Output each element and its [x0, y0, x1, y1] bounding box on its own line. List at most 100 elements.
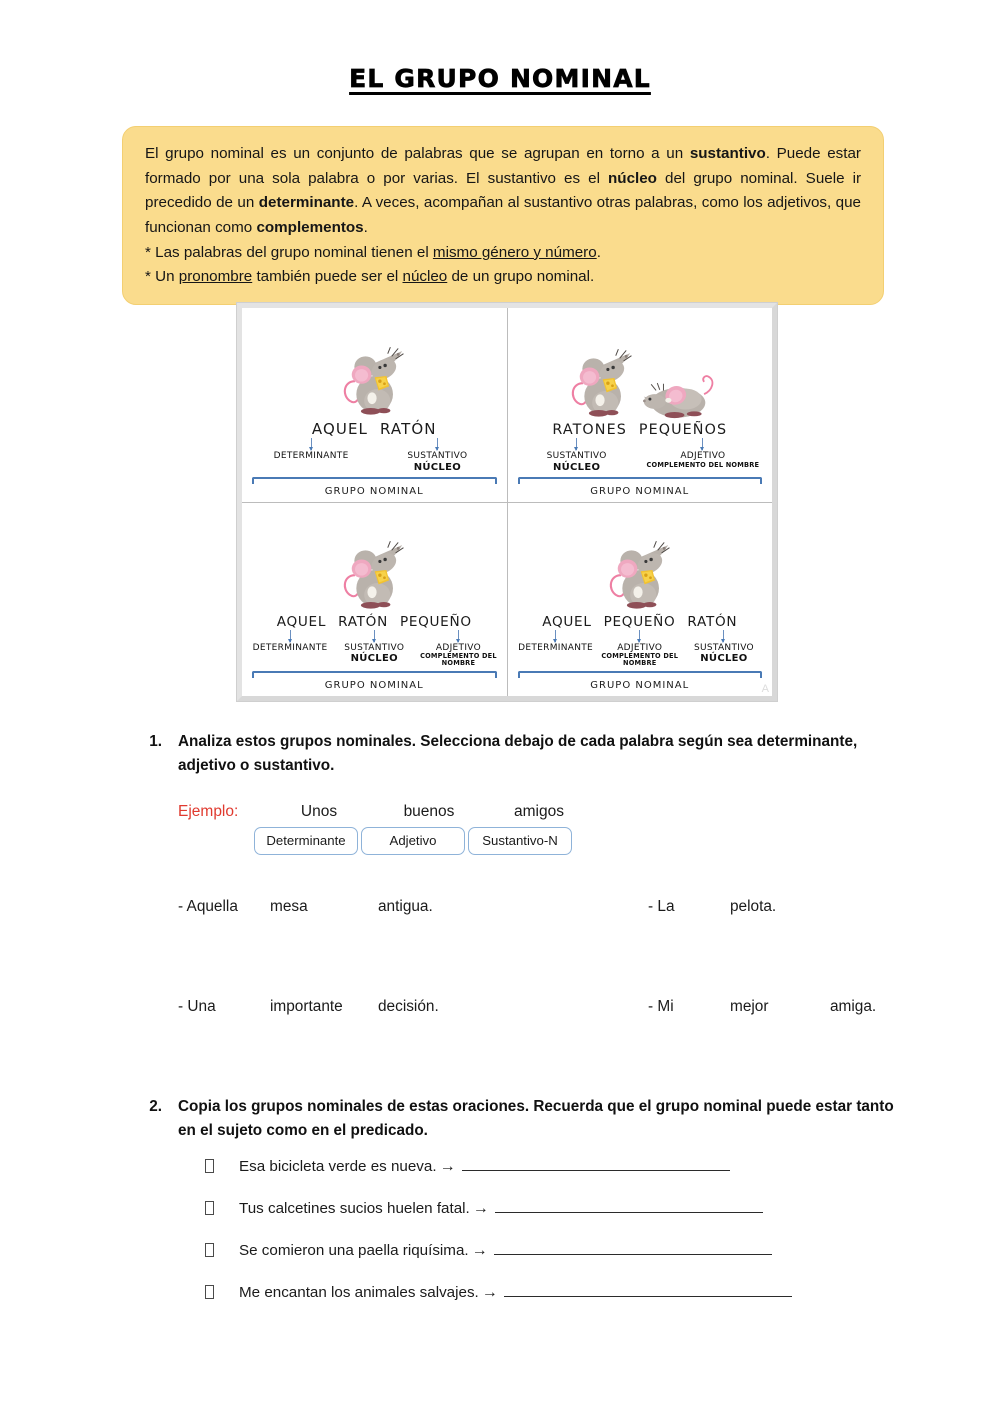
phrase-word-3: PEQUEÑO — [399, 613, 472, 630]
info-box: El grupo nominal es un conjunto de palab… — [122, 126, 884, 305]
grupo-nominal-caption: GRUPO NOMINAL — [590, 485, 690, 497]
exercise-2-sentence-list: Esa bicicleta verde es nueva. → Tus calcet… — [205, 1157, 905, 1325]
exercise-1-instruction: Analiza estos grupos nominales. Seleccio… — [178, 733, 858, 774]
row-1-left-group[interactable]: - Aquella mesa antigua. — [178, 898, 648, 916]
answer-blank[interactable] — [493, 1242, 772, 1255]
label-main: SUSTANTIVO — [546, 451, 607, 462]
row-1-right-group[interactable]: - La pelota. — [648, 898, 938, 916]
example-tag-adjetivo[interactable]: Adjetivo — [361, 827, 465, 855]
sentence-text: Esa bicicleta verde es nueva. — [239, 1158, 437, 1175]
info-box-note-2: * Un pronombre también puede ser el núcl… — [145, 268, 595, 286]
label-main: SUSTANTIVO — [693, 642, 754, 653]
arrow-icon: → — [439, 1158, 456, 1175]
mouse-illustration — [642, 375, 714, 419]
info-box-note-1: * Las palabras del grupo nominal tienen … — [145, 243, 601, 261]
bullet-icon — [205, 1283, 239, 1301]
example-word-1: Unos — [300, 803, 338, 820]
label-arrows — [248, 438, 501, 452]
row-2-right-word-1[interactable]: - Mi — [648, 998, 674, 1015]
function-label-1: DETERMINANTE — [514, 643, 598, 653]
phrase-words: AQUEL PEQUEÑO RATÓN — [514, 614, 767, 630]
label-main: ADJETIVO — [617, 642, 663, 653]
exercise-1-number: 1. — [149, 733, 162, 750]
exercise-1-row-2: - Una importante decisión. - Mi mejor am… — [178, 998, 938, 1016]
mice-row — [248, 503, 501, 614]
answer-blank[interactable] — [503, 1284, 792, 1297]
function-label-2: SUSTANTIVO NÚCLEO — [332, 643, 416, 665]
grupo-nominal-bracket — [517, 671, 762, 678]
phrase-words: RATONES PEQUEÑOS — [514, 422, 767, 438]
function-labels: DETERMINANTE SUSTANTIVO NÚCLEO ADJETIVO COMP… — [248, 643, 501, 669]
example-label: Ejemplo: — [178, 803, 239, 820]
label-nucleo: NÚCLEO — [700, 652, 748, 664]
phrase-word-2: RATÓN — [380, 420, 437, 439]
exercise-1: 1. Analiza estos grupos nominales. Selec… — [140, 730, 910, 777]
exercise-1-rows: - Aquella mesa antigua. - La pelota. - U… — [178, 898, 938, 1098]
exercise-2: 2. Copia los grupos nominales de estas o… — [140, 1095, 910, 1142]
row-2-left-group[interactable]: - Una importante decisión. — [178, 998, 648, 1016]
label-nucleo: NÚCLEO — [350, 652, 398, 664]
grupo-nominal-illustration: AQUEL RATÓN DETERMINANTE SUSTANTIVO NÚCLEO GR… — [237, 303, 777, 701]
example-tag-determinante[interactable]: Determinante — [254, 827, 358, 855]
example-word-2: buenos — [403, 803, 455, 820]
row-1-left-word-1[interactable]: - Aquella — [178, 898, 238, 915]
page-title: EL GRUPO NOMINAL — [349, 64, 651, 94]
arrow-icon — [416, 629, 500, 643]
mice-row — [514, 503, 767, 614]
row-2-right-group[interactable]: - Mi mejor amiga. — [648, 998, 938, 1016]
row-1-right-word-2[interactable]: pelota. — [730, 898, 777, 915]
label-main: SUSTANTIVO — [344, 642, 405, 653]
phrase-word-2: PEQUEÑO — [603, 613, 676, 630]
arrow-icon — [248, 438, 374, 452]
arrow-icon — [514, 438, 640, 452]
panel-aquel-pequeno-raton: AQUEL PEQUEÑO RATÓN DETERMINANTE ADJETIVO COM… — [507, 502, 772, 696]
sentence-item: Se comieron una paella riquísima. → — [205, 1241, 905, 1260]
row-1-left-word-3[interactable]: antigua. — [378, 898, 433, 915]
label-main: DETERMINANTE — [518, 642, 594, 653]
row-2-left-word-2[interactable]: importante — [270, 998, 343, 1015]
mouse-illustration — [344, 540, 404, 609]
info-box-paragraph: El grupo nominal es un conjunto de palab… — [145, 145, 862, 236]
arrow-icon — [248, 629, 332, 643]
panel-ratones-pequenos: RATONES PEQUEÑOS SUSTANTIVO NÚCLEO ADJETIVO C… — [507, 308, 772, 502]
answer-blank[interactable] — [461, 1158, 730, 1171]
sentence-text: Me encantan los animales salvajes. — [239, 1284, 479, 1301]
arrow-icon: → — [471, 1242, 488, 1259]
function-labels: SUSTANTIVO NÚCLEO ADJETIVO COMPLEMENTO DEL … — [514, 451, 767, 473]
grupo-nominal-caption: GRUPO NOMINAL — [590, 680, 690, 691]
bullet-icon — [205, 1241, 239, 1259]
mouse-illustration — [571, 349, 632, 417]
panel-aquel-raton: AQUEL RATÓN DETERMINANTE SUSTANTIVO NÚCLEO GR… — [242, 308, 507, 502]
label-arrows — [514, 629, 767, 643]
function-label-3: ADJETIVO COMPLEMENTO DEL NOMBRE — [416, 643, 500, 669]
function-label-1: DETERMINANTE — [248, 451, 374, 461]
function-label-1: DETERMINANTE — [248, 643, 332, 653]
label-arrows — [248, 629, 501, 643]
row-1-right-word-1[interactable]: - La — [648, 898, 675, 915]
row-2-right-word-3[interactable]: amiga. — [830, 998, 877, 1015]
arrow-icon — [598, 629, 682, 643]
row-2-left-word-1[interactable]: - Una — [178, 998, 216, 1015]
function-label-3: SUSTANTIVO NÚCLEO — [682, 643, 766, 665]
label-main: SUSTANTIVO — [407, 451, 468, 462]
grupo-nominal-bracket — [252, 476, 497, 484]
label-complemento: COMPLEMENTO DEL NOMBRE — [601, 651, 679, 668]
sentence-text: Se comieron una paella riquísima. — [239, 1242, 469, 1259]
row-1-left-word-2[interactable]: mesa — [270, 898, 308, 915]
example-tag-sustantivo[interactable]: Sustantivo-N — [468, 827, 572, 855]
arrow-icon — [682, 629, 766, 643]
label-nucleo: NÚCLEO — [413, 461, 462, 473]
label-main: DETERMINANTE — [273, 451, 349, 462]
label-arrows — [514, 438, 767, 452]
grupo-nominal-bracket — [252, 671, 497, 678]
answer-blank[interactable] — [494, 1200, 763, 1213]
phrase-word-2: RATÓN — [338, 613, 388, 630]
row-2-right-word-2[interactable]: mejor — [730, 998, 769, 1015]
row-2-left-word-3[interactable]: decisión. — [378, 998, 439, 1015]
function-label-1: SUSTANTIVO NÚCLEO — [514, 451, 640, 473]
function-label-2: SUSTANTIVO NÚCLEO — [374, 451, 500, 473]
function-labels: DETERMINANTE ADJETIVO COMPLEMENTO DEL NOMB… — [514, 643, 767, 669]
arrow-icon: → — [481, 1284, 498, 1301]
exercise-1-row-1: - Aquella mesa antigua. - La pelota. — [178, 898, 938, 916]
phrase-word-1: AQUEL — [542, 613, 592, 630]
